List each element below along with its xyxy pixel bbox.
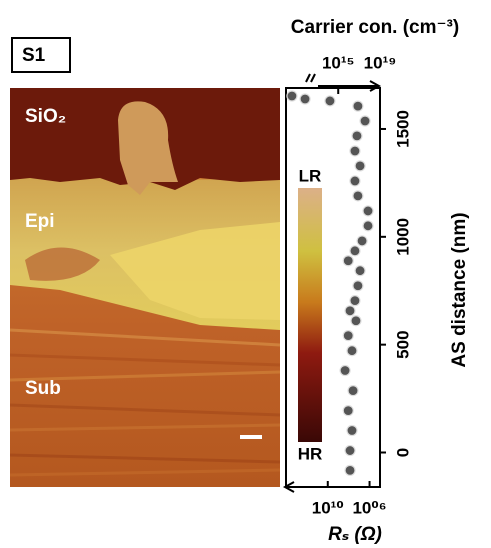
data-point (363, 206, 373, 216)
data-point (300, 94, 310, 104)
data-point (347, 425, 357, 435)
data-point (352, 131, 362, 141)
data-point (353, 281, 363, 291)
x-tick-label: 10¹⁰ (312, 498, 344, 517)
figure: SiO₂ Epi Sub S1 LR HR Carrier con. (cm⁻³… (0, 0, 491, 548)
data-point (355, 161, 365, 171)
y-tick-label: 500 (393, 330, 412, 358)
data-point (348, 386, 358, 396)
data-point (350, 296, 360, 306)
x2-axis-label: Carrier con. (cm⁻³) (291, 17, 459, 38)
colorbar (298, 188, 322, 442)
colorbar-label: LR (299, 166, 322, 185)
data-point (353, 101, 363, 111)
colorbar-label: HR (298, 444, 323, 463)
y-tick-label: 1500 (393, 110, 412, 148)
data-point (353, 191, 363, 201)
data-point (343, 256, 353, 266)
data-point (325, 96, 335, 106)
data-point (350, 246, 360, 256)
data-point (363, 221, 373, 231)
data-point (355, 266, 365, 276)
region-label: Sub (25, 378, 61, 399)
y-tick-label: 1000 (393, 218, 412, 256)
panel-label: S1 (22, 45, 46, 66)
data-point (345, 446, 355, 456)
data-point (345, 306, 355, 316)
x-tick-label: 10⁰⁶ (352, 498, 386, 517)
y-tick-label: 0 (393, 448, 412, 457)
data-point (343, 406, 353, 416)
region-label: SiO₂ (25, 106, 66, 127)
data-point (357, 236, 367, 246)
x-axis-label: Rₛ (Ω) (328, 524, 382, 545)
data-point (360, 116, 370, 126)
data-point (345, 465, 355, 475)
x2-tick-label: 10¹⁵ (322, 53, 355, 72)
map-image (10, 88, 280, 487)
data-point (350, 146, 360, 156)
data-point (347, 346, 357, 356)
data-point (343, 331, 353, 341)
data-point (351, 316, 361, 326)
y-axis-label: AS distance (nm) (449, 212, 470, 367)
region-label: Epi (25, 211, 55, 232)
data-point (287, 91, 297, 101)
x2-tick-label: 10¹⁹ (364, 53, 397, 72)
data-point (340, 366, 350, 376)
data-point (350, 176, 360, 186)
